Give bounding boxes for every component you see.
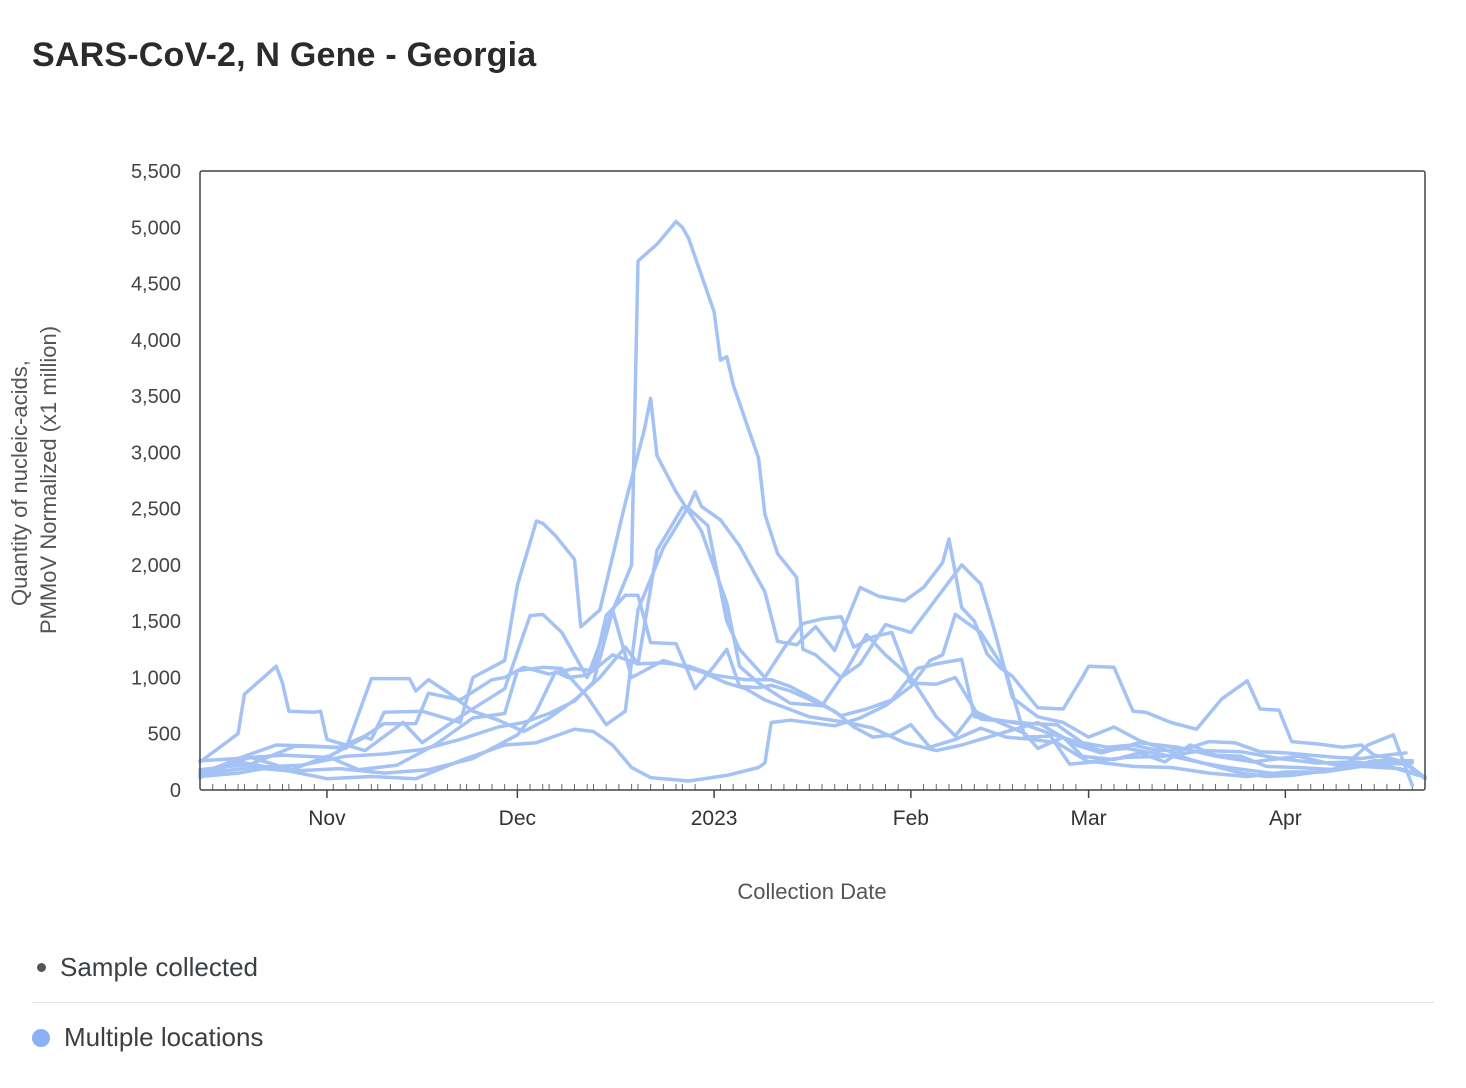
y-tick-label: 3,000 xyxy=(131,442,181,464)
series-lines xyxy=(198,219,1427,788)
y-tick-label: 5,500 xyxy=(131,161,181,183)
legend-locations-label: Multiple locations xyxy=(64,1022,264,1052)
y-tick-label: 2,000 xyxy=(131,555,181,577)
chart-title: SARS-CoV-2, N Gene - Georgia xyxy=(32,36,537,74)
legend-locations[interactable]: Multiple locations xyxy=(32,1022,263,1053)
y-tick-label: 4,000 xyxy=(131,330,181,352)
y-tick-label: 1,000 xyxy=(131,667,181,689)
series-line-8[interactable] xyxy=(198,219,1415,788)
legend-sample: Sample collected xyxy=(32,952,258,983)
y-axis-title: Quantity of nucleic-acids, PMMoV Normali… xyxy=(7,326,61,634)
y-tick-label: 500 xyxy=(148,724,181,746)
x-axis-title: Collection Date xyxy=(737,879,886,904)
y-axis-title-line-1: Quantity of nucleic-acids, xyxy=(7,360,32,606)
x-tick-label: Nov xyxy=(308,807,346,830)
series-line-1[interactable] xyxy=(198,608,1427,780)
x-tick-label: 2023 xyxy=(691,807,738,830)
locations-dot-icon xyxy=(32,1028,50,1047)
y-tick-label: 5,000 xyxy=(131,217,181,239)
series-line-6[interactable] xyxy=(198,505,1408,763)
x-axis-ticks: Nov Dec 2023 Feb Mar Apr xyxy=(308,790,1302,830)
y-tick-label: 1,500 xyxy=(131,611,181,633)
y-tick-label: 3,500 xyxy=(131,386,181,408)
legend-sample-label: Sample collected xyxy=(60,952,258,982)
y-axis-ticks: 0 500 1,000 1,500 2,000 2,500 3,000 3,500 4,000 4… xyxy=(131,161,181,802)
x-tick-label: Dec xyxy=(499,807,536,830)
legend-divider xyxy=(32,1002,1434,1003)
series-line-2[interactable] xyxy=(198,396,1415,776)
series-line-3[interactable] xyxy=(198,612,1427,783)
x-tick-label: Feb xyxy=(893,807,929,830)
plot-frame xyxy=(199,170,1426,791)
y-tick-label: 4,500 xyxy=(131,274,181,296)
x-minor-ticks xyxy=(212,784,1413,790)
y-tick-label: 2,500 xyxy=(131,499,181,521)
x-tick-label: Mar xyxy=(1071,807,1107,830)
sample-dot-icon xyxy=(37,963,46,972)
y-tick-label: 0 xyxy=(170,780,181,802)
series-line-7[interactable] xyxy=(198,490,1415,779)
y-axis-title-line-2: PMMoV Normalized (x1 million) xyxy=(36,326,61,634)
x-tick-label: Apr xyxy=(1269,807,1302,830)
